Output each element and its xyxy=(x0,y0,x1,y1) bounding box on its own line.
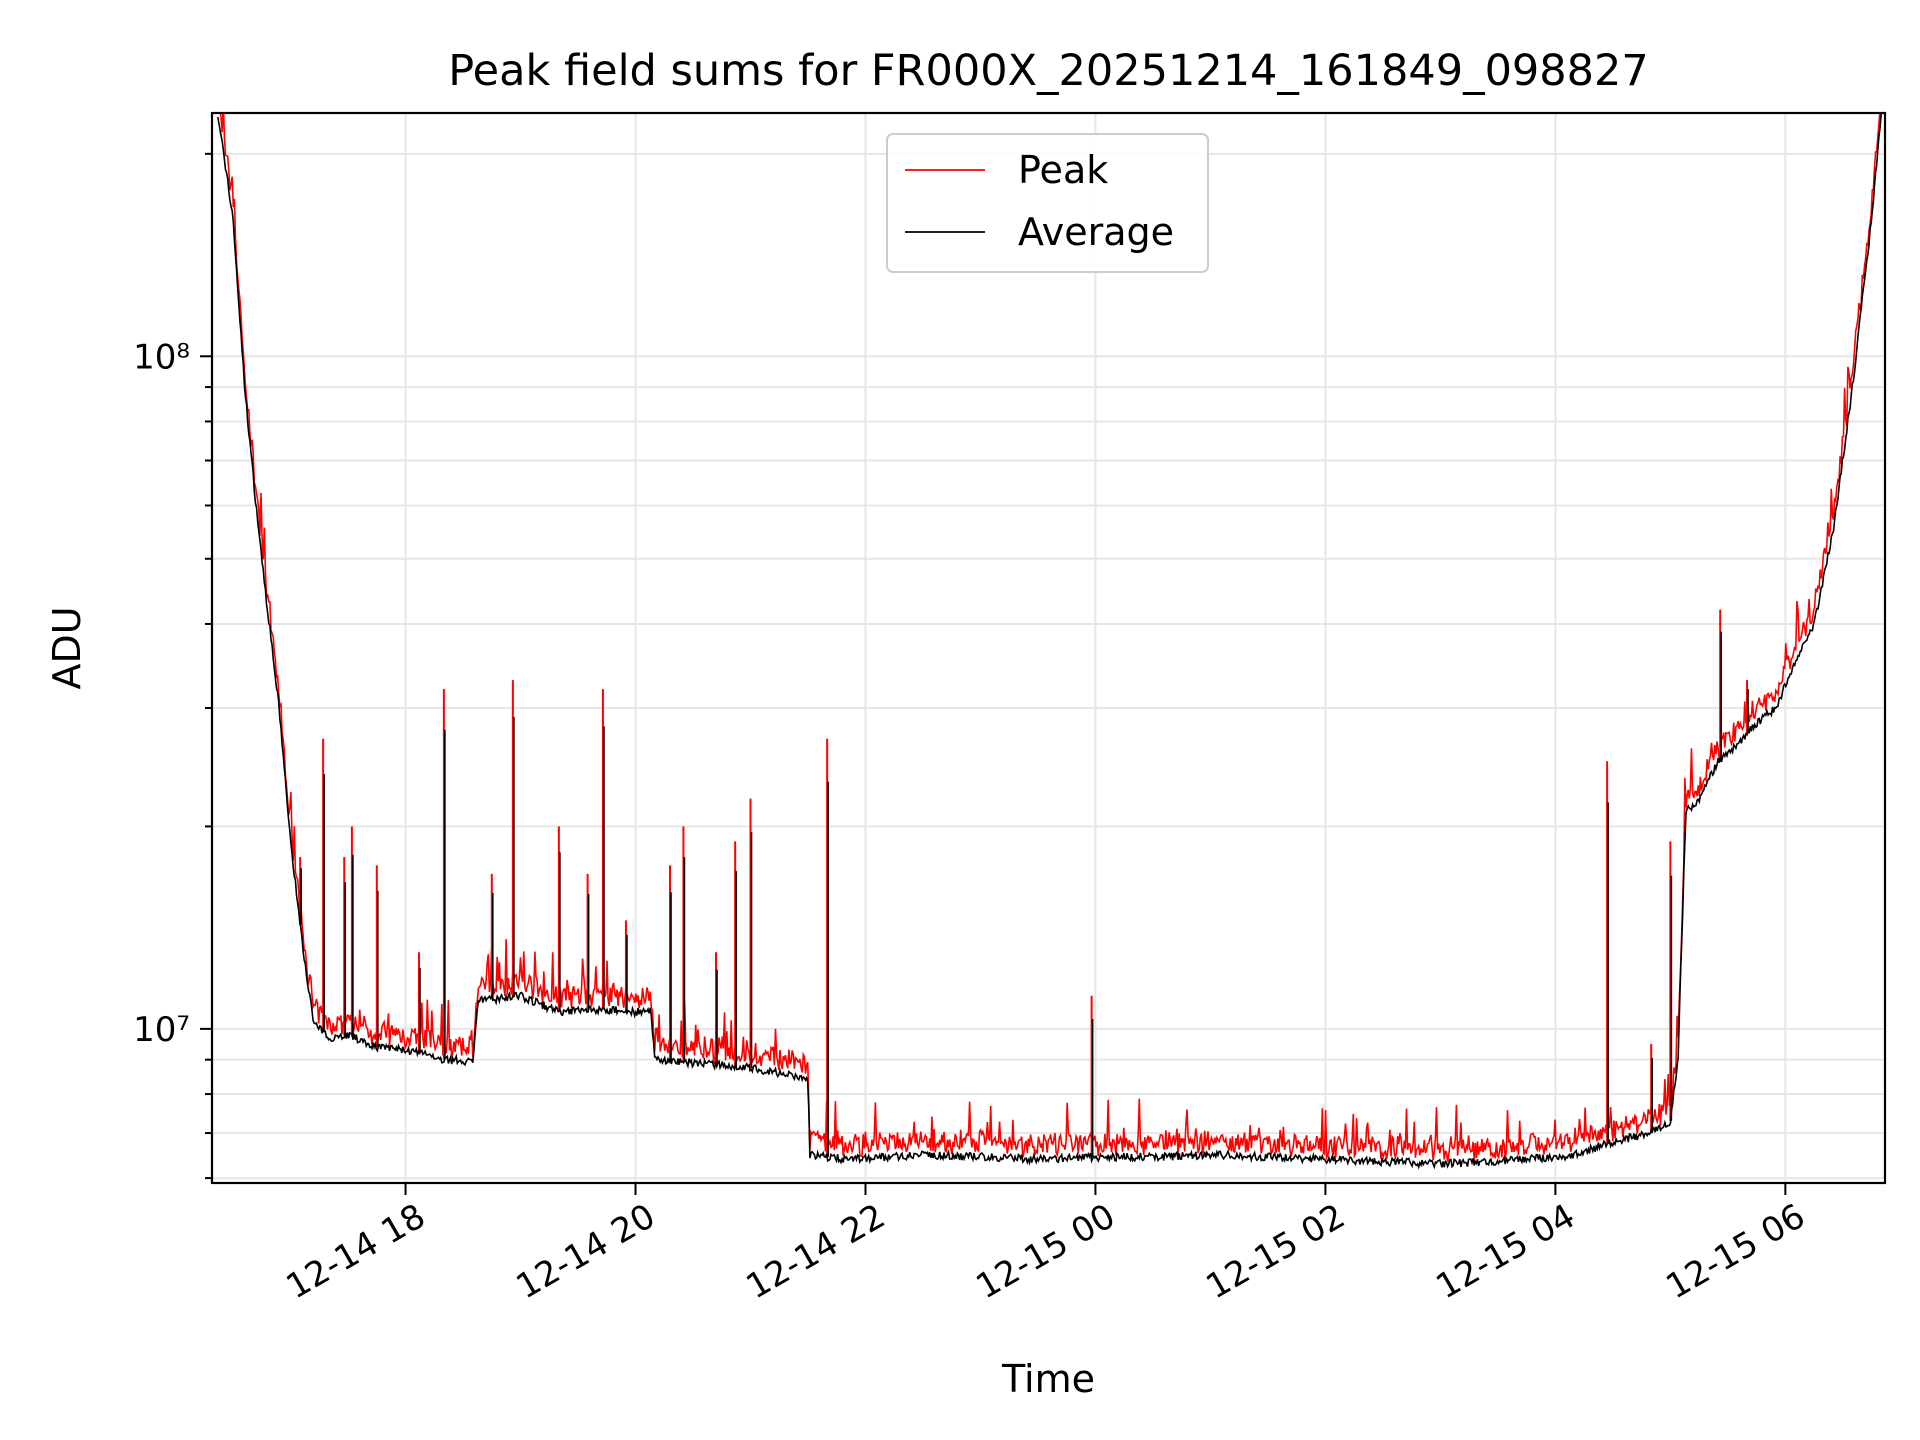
peak-series-line xyxy=(219,113,1881,1162)
chart-title: Peak field sums for FR000X_20251214_1618… xyxy=(448,46,1648,96)
plot-frame xyxy=(210,111,1887,1185)
legend-label-average: Average xyxy=(1018,210,1174,254)
legend: Peak Average xyxy=(886,133,1209,273)
series-group xyxy=(216,113,1882,1170)
y-tick-label: 10⁸ xyxy=(133,337,190,377)
legend-label-peak: Peak xyxy=(1018,148,1108,192)
y-axis-label: ADU xyxy=(45,606,89,689)
average-series-line xyxy=(216,113,1882,1170)
legend-box xyxy=(886,133,1209,273)
y-tick-label: 10⁷ xyxy=(133,1010,190,1050)
x-axis-label: Time xyxy=(1001,1357,1095,1401)
series-layer xyxy=(216,113,1882,1170)
